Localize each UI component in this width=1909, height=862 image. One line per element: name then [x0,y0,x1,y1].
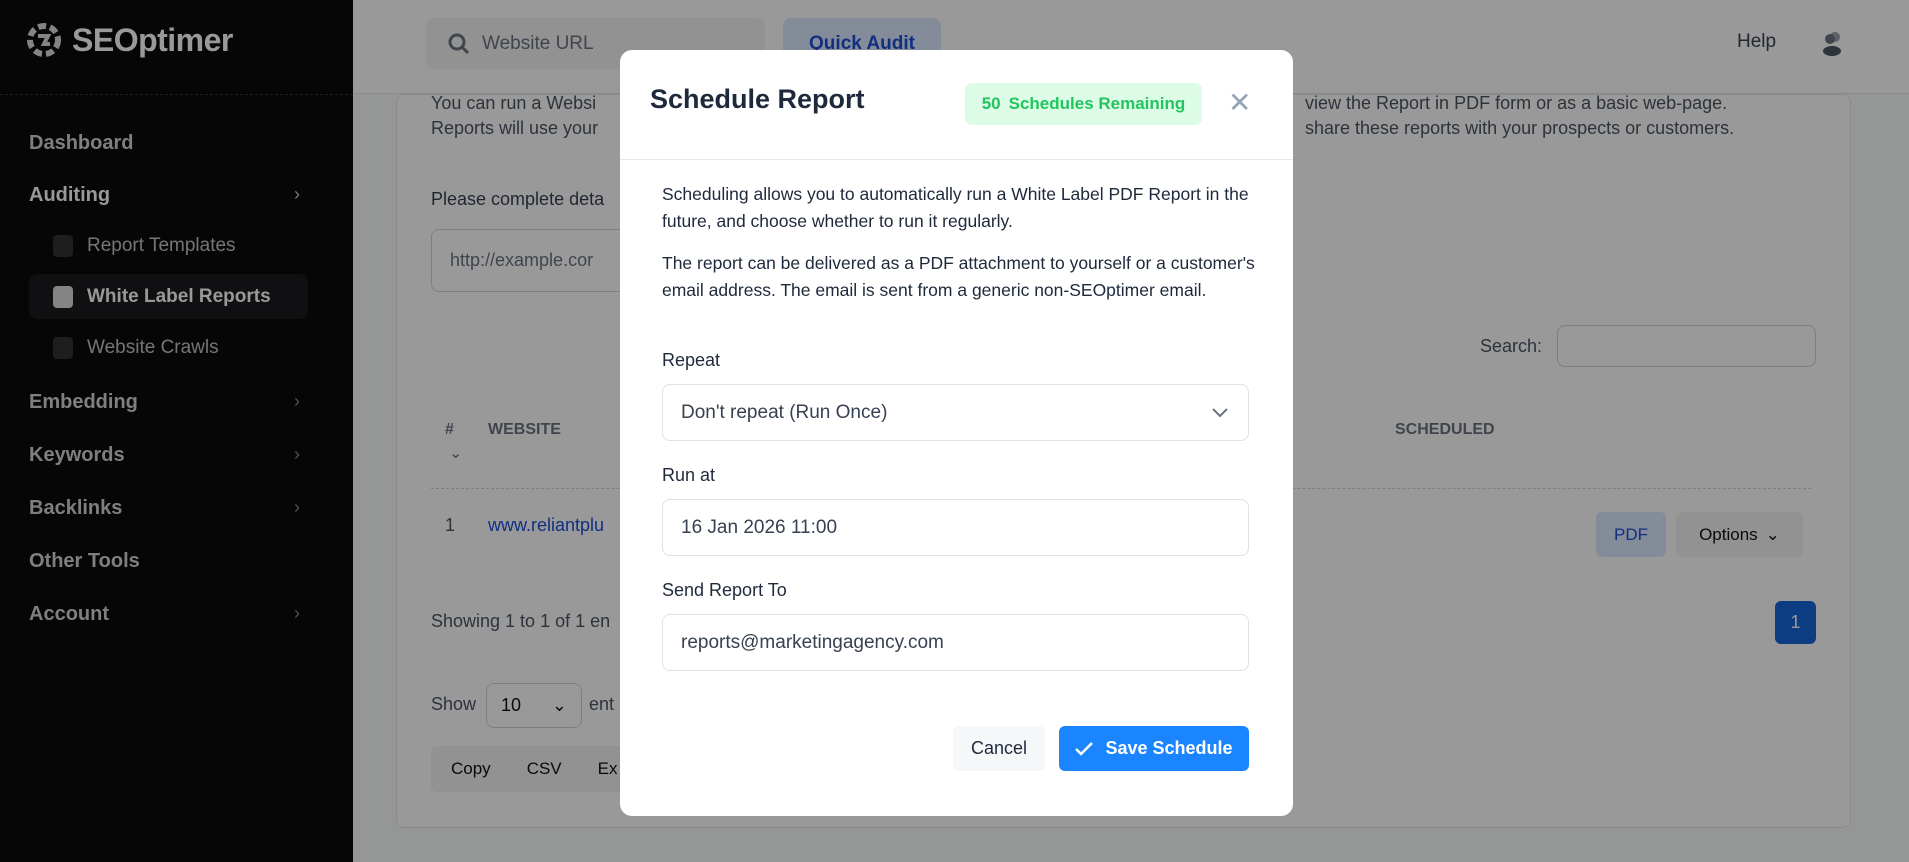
sidebar-item-embedding[interactable]: Embedding [29,391,138,413]
showing-entries-text: Showing 1 to 1 of 1 en [431,611,611,631]
send-report-to-input[interactable]: reports@marketingagency.com [662,614,1249,671]
copy-button[interactable]: Copy [451,759,491,778]
schedules-remaining-badge: 50 Schedules Remaining [965,83,1202,125]
sidebar-item-backlinks[interactable]: Backlinks [29,497,123,519]
logo[interactable]: SEOptimer [22,18,233,62]
options-button[interactable]: Options ⌄ [1676,512,1803,557]
chevron-right-icon: › [294,497,300,517]
repeat-label: Repeat [662,350,721,370]
divider [0,94,353,95]
run-at-input[interactable]: 16 Jan 2026 11:00 [662,499,1249,556]
pdf-button[interactable]: PDF [1596,512,1666,557]
sidebar: SEOptimer Dashboard Auditing › Report Te… [0,0,353,862]
page-1-button[interactable]: 1 [1775,601,1816,644]
sidebar-item-keywords[interactable]: Keywords [29,444,125,466]
search-label: Search: [1480,336,1543,356]
excel-button[interactable]: Ex [597,759,618,778]
chevron-down-icon [1212,407,1228,417]
chevron-down-icon: ⌄ [551,695,567,715]
chevron-down-icon: ⌄ [1765,524,1780,544]
search-icon [448,33,470,54]
send-report-to-label: Send Report To [662,580,787,600]
divider [620,159,1293,160]
show-label: Show [431,694,477,714]
edit-icon [53,234,73,257]
column-header-scheduled[interactable]: SCHEDULED [1395,421,1495,438]
intro-text: Reports will use your [431,118,599,138]
sidebar-item-white-label-reports[interactable]: White Label Reports [29,274,308,319]
sidebar-item-other-tools[interactable]: Other Tools [29,550,140,572]
description-paragraph: The report can be delivered as a PDF att… [662,253,1255,300]
csv-button[interactable]: CSV [526,759,562,778]
table-search-input[interactable] [1557,325,1816,367]
close-icon[interactable]: ✕ [1228,87,1252,118]
website-link[interactable]: www.reliantplu [488,515,605,535]
cancel-button[interactable]: Cancel [953,726,1045,771]
sidebar-item-report-templates[interactable]: Report Templates [29,223,308,268]
row-number: 1 [445,515,456,535]
chevron-right-icon: › [294,391,300,411]
intro-text: share these reports with your prospects … [1305,118,1735,138]
gear-logo-icon [27,23,61,57]
file-search-icon [53,336,73,359]
column-header-number[interactable]: # [445,421,454,438]
chevron-right-icon: › [294,184,300,204]
sidebar-item-dashboard[interactable]: Dashboard [29,132,134,154]
column-header-website[interactable]: WEBSITE [488,421,561,438]
chevron-right-icon: › [294,444,300,464]
sidebar-item-auditing[interactable]: Auditing [29,184,111,206]
save-schedule-button[interactable]: Save Schedule [1059,726,1249,771]
intro-text: view the Report in PDF form or as a basi… [1305,93,1728,113]
repeat-select[interactable]: Don't repeat (Run Once) [662,384,1249,441]
report-icon [53,285,73,308]
schedule-report-modal: Schedule Report 50 Schedules Remaining ✕ … [620,50,1293,816]
sidebar-item-website-crawls[interactable]: Website Crawls [29,325,308,370]
chevron-right-icon: › [294,603,300,623]
check-icon [1075,741,1094,756]
complete-details-label: Please complete deta [431,189,605,209]
modal-title: Schedule Report [650,84,865,114]
intro-text: You can run a Websi [431,93,597,113]
sidebar-item-account[interactable]: Account [29,603,109,625]
page-size-select[interactable]: 10 ⌄ [486,683,582,728]
entries-label: ent [589,694,615,714]
run-at-label: Run at [662,465,716,485]
sort-chevron-icon[interactable]: ⌄ [449,445,463,462]
description-paragraph: Scheduling allows you to automatically r… [662,184,1249,231]
user-account-icon[interactable] [1820,30,1846,56]
help-link[interactable]: Help [1737,31,1777,52]
